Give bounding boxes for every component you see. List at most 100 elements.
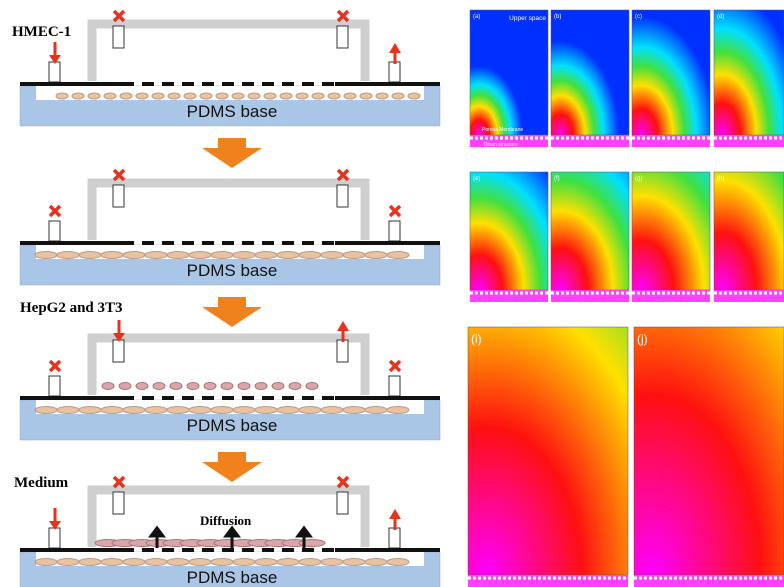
cell [321, 407, 343, 414]
heatmap-panel [551, 172, 629, 290]
cell [189, 407, 211, 414]
tube [113, 492, 124, 514]
cell [328, 93, 340, 99]
cell [123, 559, 145, 566]
device-step: PDMS base [20, 477, 440, 587]
panel-label: (i) [471, 332, 482, 346]
figure: HMEC-1 HepG2 and 3T3 Medium Diffusion PD… [0, 0, 784, 587]
panel-label: (d) [717, 14, 724, 20]
cell [152, 93, 164, 99]
cell [365, 559, 387, 566]
cell [248, 93, 260, 99]
left-diagram: HMEC-1 HepG2 and 3T3 Medium Diffusion PD… [12, 11, 440, 587]
cell [189, 252, 211, 259]
panel-label: (e) [473, 176, 480, 182]
cell [120, 93, 132, 99]
heatmap-panel [468, 327, 628, 575]
cell [200, 93, 212, 99]
closed-mark [50, 361, 60, 371]
cell [299, 252, 321, 259]
cell [343, 252, 365, 259]
panel-label: (h) [717, 176, 724, 182]
outflow-arrow-head [337, 321, 349, 331]
tube [337, 492, 348, 514]
chamber [92, 183, 365, 240]
cell [360, 93, 372, 99]
device-step: PDMS base [20, 11, 440, 168]
heatmap-panel [714, 172, 784, 290]
cell [170, 383, 182, 390]
cell [312, 93, 324, 99]
tube [389, 376, 400, 396]
cell [221, 383, 233, 390]
cell [233, 252, 255, 259]
cell [136, 93, 148, 99]
outflow-arrow-head [389, 43, 401, 53]
tube [113, 26, 124, 48]
panel-label: (j) [637, 332, 648, 346]
cell-label: HepG2 and 3T3 [20, 300, 123, 316]
heatmap-panel [634, 327, 784, 575]
cell [343, 559, 365, 566]
cell [104, 93, 116, 99]
cell [255, 383, 267, 390]
annotation: Porous Membrane [482, 127, 523, 133]
cell [365, 252, 387, 259]
cell [387, 559, 409, 566]
cell [296, 93, 308, 99]
device-step: PDMS base [20, 320, 440, 482]
cell [102, 383, 114, 390]
cell [280, 93, 292, 99]
cell [211, 559, 233, 566]
panel-label: (b) [554, 14, 561, 20]
cell [101, 559, 123, 566]
cell [211, 252, 233, 259]
cell [101, 252, 123, 259]
tube [49, 221, 60, 241]
cell [387, 252, 409, 259]
cell [79, 407, 101, 414]
cell [408, 93, 420, 99]
cell [119, 383, 131, 390]
cell [365, 407, 387, 414]
base-label: PDMS base [187, 261, 278, 280]
cell [153, 383, 165, 390]
medium-label: Medium [14, 475, 69, 491]
tube [113, 185, 124, 207]
cell [321, 252, 343, 259]
annotation: Down structure [484, 142, 518, 148]
step-arrow [202, 138, 262, 168]
step-arrow [202, 297, 262, 327]
cell [123, 252, 145, 259]
panel-label: (c) [635, 14, 642, 20]
cell [299, 559, 321, 566]
tube [337, 340, 348, 362]
outflow-arrow-head [389, 509, 401, 519]
heatmap-panel [551, 10, 629, 135]
tube [113, 340, 124, 362]
panel-label: (g) [635, 176, 642, 182]
cell [233, 559, 255, 566]
cell [232, 93, 244, 99]
cell [145, 559, 167, 566]
cell [387, 407, 409, 414]
cell [211, 407, 233, 414]
cell [255, 252, 277, 259]
cell [184, 93, 196, 99]
cell [57, 407, 79, 414]
cell [167, 252, 189, 259]
cell [343, 407, 365, 414]
cell [392, 93, 404, 99]
panel-label: (f) [554, 176, 560, 182]
heatmap-panel [632, 10, 710, 135]
cell [123, 407, 145, 414]
cell [277, 559, 299, 566]
base-label: PDMS base [187, 102, 278, 121]
cell [136, 383, 148, 390]
heatmap-panel [470, 10, 548, 135]
cell [306, 383, 318, 390]
panel-label: (a) [473, 14, 480, 20]
cell [56, 93, 68, 99]
closed-mark [50, 206, 60, 216]
cell [35, 252, 57, 259]
